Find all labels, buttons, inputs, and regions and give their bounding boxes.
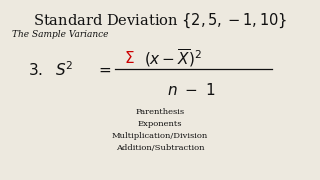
Text: $n \ - \ 1$: $n \ - \ 1$ xyxy=(167,82,215,98)
Text: Addition/Subtraction: Addition/Subtraction xyxy=(116,144,204,152)
Text: Parenthesis: Parenthesis xyxy=(135,108,185,116)
Text: The Sample Variance: The Sample Variance xyxy=(12,30,108,39)
Text: $3.$: $3.$ xyxy=(28,62,43,78)
Text: Multiplication/Division: Multiplication/Division xyxy=(112,132,208,140)
Text: $=$: $=$ xyxy=(96,63,112,77)
Text: Exponents: Exponents xyxy=(138,120,182,128)
Text: $S^2$: $S^2$ xyxy=(55,61,74,79)
Text: $\Sigma$: $\Sigma$ xyxy=(124,50,135,66)
Text: $\left(x - \overline{X}\right)^2$: $\left(x - \overline{X}\right)^2$ xyxy=(144,47,202,69)
Text: Standard Deviation $\{2,5,-1,10\}$: Standard Deviation $\{2,5,-1,10\}$ xyxy=(33,12,287,30)
